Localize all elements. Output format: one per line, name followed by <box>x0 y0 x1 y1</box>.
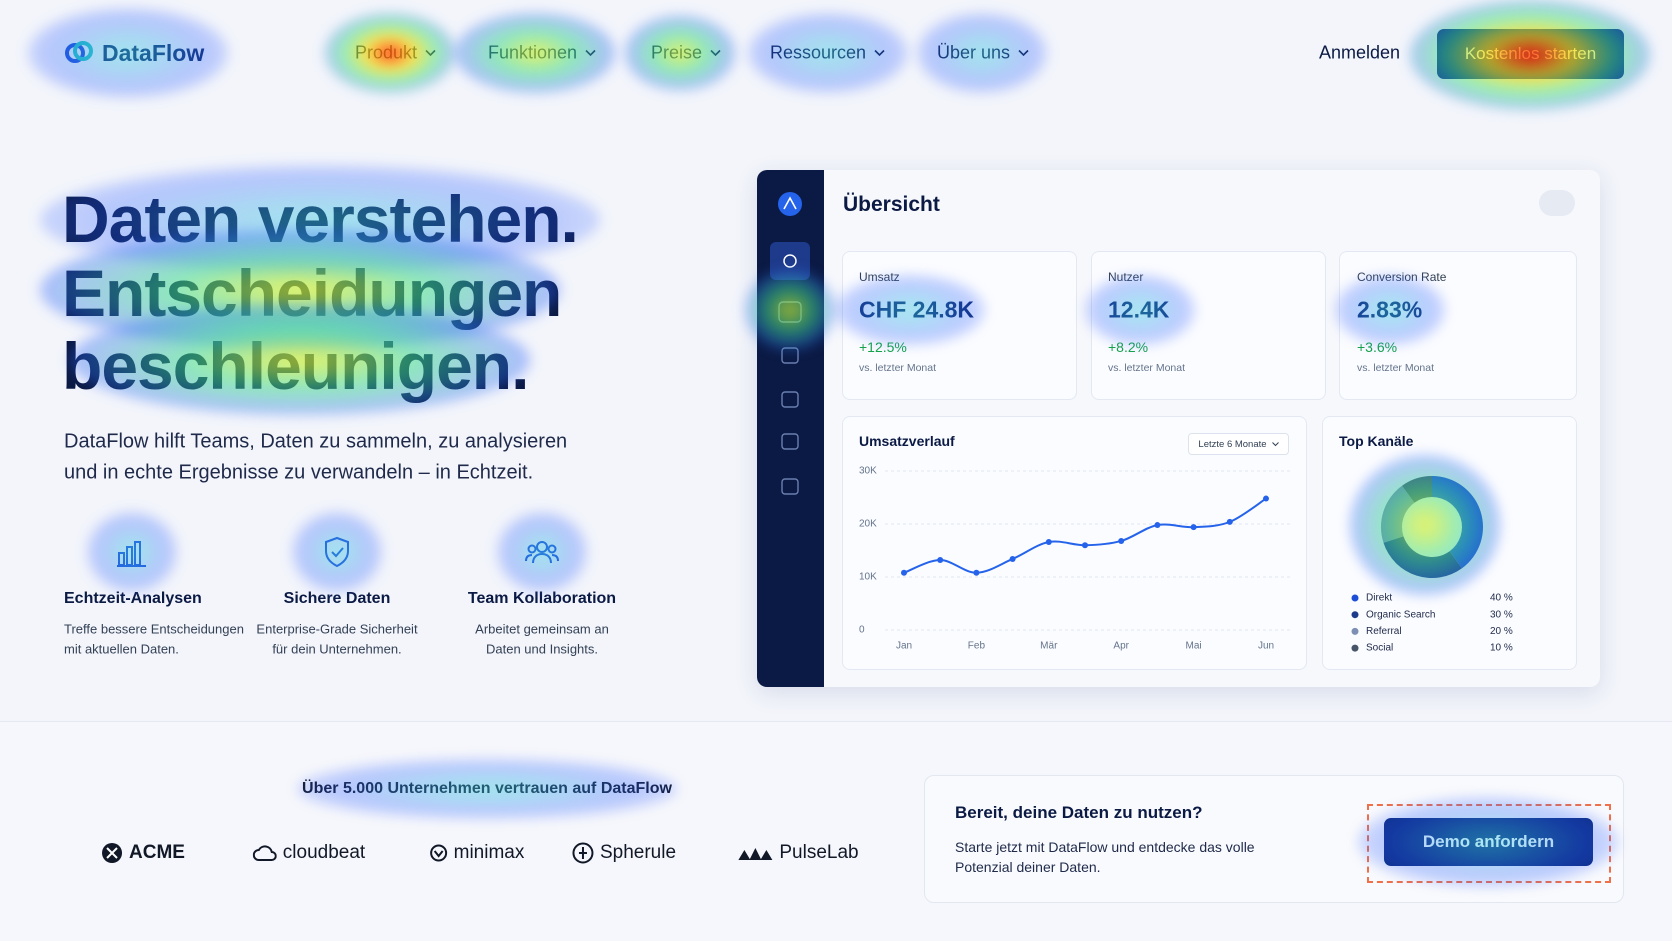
nav-label: Über uns <box>937 42 1011 63</box>
partner-logo: cloudbeat <box>252 842 366 864</box>
logo-mark <box>572 842 594 864</box>
chevron <box>425 49 436 57</box>
cta-button[interactable]: Kostenlos starten <box>1437 29 1624 79</box>
partner-logo: minimax <box>430 842 525 864</box>
nav-item[interactable]: Funktionen <box>488 43 596 64</box>
trust-text: Über 5.000 Unternehmen vertrauen auf Dat… <box>302 780 672 797</box>
stat-value: CHF 24.8K <box>859 296 975 323</box>
hero-title: beschleunigen. <box>62 329 529 403</box>
partner-logo: PulseLab <box>737 842 859 864</box>
toggle-button[interactable] <box>1539 190 1575 216</box>
feature-text: Daten und Insights. <box>485 641 599 657</box>
cta-text: Starte jetzt mit DataFlow und entdecke d… <box>955 839 1255 855</box>
feature-text: Treffe bessere Entscheidungen <box>64 621 244 637</box>
chart-card <box>1322 416 1577 670</box>
feature-text: für dein Unternehmen. <box>272 641 402 657</box>
nav-item[interactable]: Über uns <box>937 43 1029 64</box>
logo-mark <box>738 848 773 860</box>
hero-text: DataFlow hilft Teams, Daten zu sammeln, … <box>64 430 568 453</box>
stat-label: Nutzer <box>1108 270 1144 284</box>
stat-card <box>842 251 1077 400</box>
chevron <box>585 49 596 57</box>
chevron <box>710 49 721 57</box>
nav-item[interactable]: Ressourcen <box>770 43 885 64</box>
hero-title: Daten verstehen. <box>62 182 579 256</box>
cta-label: Kostenlos starten <box>1464 44 1597 63</box>
cta-title: Bereit, deine Daten zu nutzen? <box>955 803 1203 822</box>
stat-card <box>1339 251 1577 400</box>
logo-mark <box>252 845 277 861</box>
nav-label: Preise <box>651 42 703 63</box>
logo-name: minimax <box>453 842 525 863</box>
feature-title: Sichere Daten <box>283 590 391 607</box>
nav-label: Funktionen <box>488 42 578 63</box>
nav-item[interactable]: Produkt <box>355 43 436 64</box>
stat-change: +3.6% <box>1357 339 1398 355</box>
demo-button[interactable]: Demo anfordern <box>1384 818 1593 866</box>
chevron <box>874 49 885 57</box>
stat-note: vs. letzter Monat <box>859 362 937 374</box>
nav-label: Ressourcen <box>770 42 867 63</box>
stat-card <box>1091 251 1326 400</box>
login-link[interactable]: Anmelden <box>1319 42 1401 63</box>
feature-icon <box>117 541 146 567</box>
logo[interactable]: DataFlow <box>64 38 204 68</box>
demo-label: Demo anfordern <box>1422 832 1555 851</box>
feature-icon <box>525 541 559 564</box>
logo-mark <box>102 843 123 863</box>
nav-item[interactable]: Preise <box>651 43 721 64</box>
hero-title: Entscheidungen <box>62 256 562 330</box>
stat-change: +8.2% <box>1108 339 1149 355</box>
hero-text: und in echte Ergebnisse zu verwandeln – … <box>64 461 534 484</box>
chart-title: Top Kanäle <box>1339 433 1414 449</box>
chevron <box>1271 441 1279 446</box>
stat-note: vs. letzter Monat <box>1108 362 1186 374</box>
logo-icon <box>65 41 93 63</box>
logo-name: ACME <box>129 842 185 863</box>
logo-text: DataFlow <box>102 39 205 66</box>
logo-mark <box>430 844 448 862</box>
logo-name: PulseLab <box>779 842 859 863</box>
stat-note: vs. letzter Monat <box>1357 362 1435 374</box>
logo-name: cloudbeat <box>282 842 366 863</box>
stat-value: 2.83% <box>1357 296 1423 323</box>
sidebar <box>757 170 824 687</box>
stat-label: Conversion Rate <box>1357 270 1447 284</box>
sidebar-icons <box>770 192 810 495</box>
feature-text: mit aktuellen Daten. <box>64 641 179 657</box>
feature-icon <box>325 536 349 568</box>
chevron <box>1018 49 1029 57</box>
chart-title: Umsatzverlauf <box>859 433 955 449</box>
cta-text: Potenzial deiner Daten. <box>955 859 1101 875</box>
nav-label: Produkt <box>355 42 418 63</box>
range-label: Letzte 6 Monate <box>1198 438 1267 450</box>
logo-name: Spherule <box>599 842 677 863</box>
highlight-box <box>1367 804 1611 883</box>
stat-value: 12.4K <box>1108 296 1170 323</box>
feature-text: Arbeitet gemeinsam an <box>475 621 609 637</box>
range-dropdown[interactable]: Letzte 6 Monate <box>1188 433 1289 455</box>
partner-logo: ACME <box>101 842 185 864</box>
dashboard-title: Übersicht <box>843 193 940 216</box>
partner-logo: Spherule <box>572 842 676 864</box>
feature-text: Enterprise-Grade Sicherheit <box>256 621 418 637</box>
feature-title: Echtzeit-Analysen <box>64 590 202 607</box>
feature-title: Team Kollaboration <box>467 590 617 607</box>
stat-change: +12.5% <box>859 339 907 355</box>
stat-label: Umsatz <box>859 270 900 284</box>
